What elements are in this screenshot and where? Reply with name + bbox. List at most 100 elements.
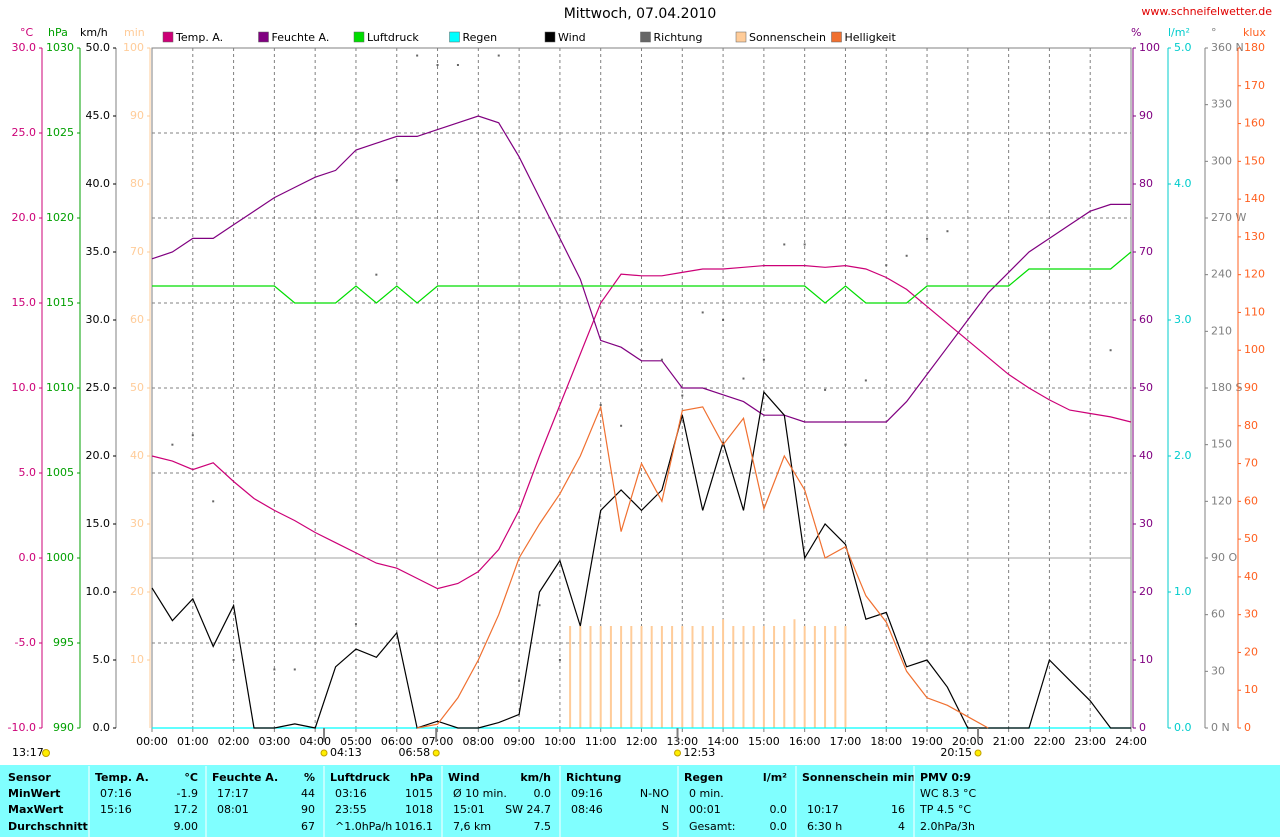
y-tick-label: 3.0 [1174, 313, 1192, 326]
y-tick-label: 10 [1139, 653, 1153, 666]
legend-label: Luftdruck [367, 31, 419, 44]
table-cell: 67 [301, 820, 315, 833]
direction-dot [722, 319, 725, 321]
table-cell: N [661, 803, 669, 816]
y-tick-label: 70 [1244, 457, 1258, 470]
y-tick-label: 45.0 [86, 109, 111, 122]
y-tick-label: 20 [130, 585, 144, 598]
y-tick-label: 90 O [1211, 551, 1237, 564]
series-line [151, 390, 1131, 729]
y-tick-label: 1015 [46, 296, 74, 309]
y-tick-label: 0 N [1211, 721, 1230, 734]
table-cell: 07:16 [100, 787, 132, 800]
y-tick-label: -5.0 [15, 636, 36, 649]
y-tick-label: 5.0 [93, 653, 111, 666]
y-tick-label: 210 [1211, 324, 1232, 337]
y-tick-label: 170 [1244, 79, 1265, 92]
x-tick-label: 22:00 [1034, 735, 1066, 748]
legend-label: Feuchte A. [272, 31, 330, 44]
source-link: www.schneifelwetter.de [1141, 5, 1272, 18]
y-tick-label: 50 [130, 381, 144, 394]
table-cell: 17:17 [217, 787, 249, 800]
y-tick-label: 160 [1244, 117, 1265, 130]
direction-dot [436, 64, 439, 66]
table-cell: 7.5 [534, 820, 552, 833]
y-tick-label: 40 [1244, 570, 1258, 583]
y-tick-label: 50 [1244, 532, 1258, 545]
x-tick-label: 10:00 [544, 735, 576, 748]
table-cell: 1018 [405, 803, 433, 816]
y-tick-label: 10.0 [12, 381, 37, 394]
table-cell: SW 24.7 [505, 803, 551, 816]
x-tick-label: 08:00 [462, 735, 494, 748]
y-tick-label: 30.0 [12, 41, 37, 54]
y-tick-label: 2.0 [1174, 449, 1192, 462]
x-tick-label: 00:00 [136, 735, 168, 748]
y-tick-label: 20.0 [86, 449, 111, 462]
table-cell: 4 [898, 820, 905, 833]
x-tick-label: 20:00 [952, 735, 984, 748]
y-tick-label: 100 [123, 41, 144, 54]
y-tick-label: 100 [1244, 343, 1265, 356]
y-tick-label: 15.0 [86, 517, 111, 530]
x-tick-label: 03:00 [259, 735, 291, 748]
y-tick-label: 140 [1244, 192, 1265, 205]
event-label: 04:13 [330, 746, 362, 759]
y-tick-label: 20 [1139, 585, 1153, 598]
direction-dot [538, 604, 541, 607]
direction-dot [824, 388, 827, 391]
table-cell: MaxWert [8, 803, 63, 816]
table-cell: 08:01 [217, 803, 249, 816]
y-axis-title: min [124, 26, 145, 39]
x-tick-label: 01:00 [177, 735, 209, 748]
x-tick-label: 05:00 [340, 735, 372, 748]
y-tick-label: 10 [1244, 683, 1258, 696]
table-cell: 00:01 [689, 803, 721, 816]
table-cell: TP 4.5 °C [919, 803, 971, 816]
direction-dot [375, 273, 378, 276]
direction-dot [456, 64, 459, 66]
y-tick-label: 150 [1211, 438, 1232, 451]
table-cell: Gesamt: [689, 820, 736, 833]
direction-dot [681, 394, 684, 397]
y-tick-label: 1005 [46, 466, 74, 479]
y-tick-label: 90 [1244, 381, 1258, 394]
y-tick-label: 30 [1244, 608, 1258, 621]
table-cell: MinWert [8, 787, 60, 800]
x-tick-label: 04:00 [299, 735, 331, 748]
table-header: Luftdruck [330, 771, 391, 784]
direction-dot [191, 434, 194, 437]
y-tick-label: 10.0 [86, 585, 111, 598]
y-tick-label: 1.0 [1174, 585, 1192, 598]
y-tick-label: 300 [1211, 154, 1232, 167]
x-tick-label: 17:00 [830, 735, 862, 748]
y-tick-label: 25.0 [86, 381, 111, 394]
table-cell: Durchschnitt [8, 820, 88, 833]
series-line [151, 115, 1131, 423]
y-tick-label: 1030 [46, 41, 74, 54]
table-header: PMV 0:9 [920, 771, 971, 784]
y-tick-label: 0.0 [93, 721, 111, 734]
y-tick-label: 330 [1211, 98, 1232, 111]
y-tick-label: 180 S [1211, 381, 1242, 394]
direction-dot [599, 404, 602, 406]
y-axis-title: ° [1211, 26, 1217, 39]
legend-label: Helligkeit [845, 31, 897, 44]
direction-dot [395, 179, 398, 182]
direction-dot [946, 230, 949, 233]
table-header: Richtung [566, 771, 621, 784]
direction-dot [558, 659, 561, 661]
x-tick-label: 15:00 [748, 735, 780, 748]
legend-swatch [258, 31, 269, 43]
table-cell: 0.0 [770, 820, 788, 833]
y-tick-label: 60 [1211, 608, 1225, 621]
y-tick-label: 240 [1211, 268, 1232, 281]
x-tick-label: 09:00 [503, 735, 535, 748]
x-tick-label: 12:00 [626, 735, 658, 748]
y-tick-label: 0 [1244, 721, 1251, 734]
direction-dot [926, 237, 929, 240]
y-tick-label: 1020 [46, 211, 74, 224]
legend-label: Sonnenschein [749, 31, 826, 44]
direction-dot [762, 358, 765, 361]
